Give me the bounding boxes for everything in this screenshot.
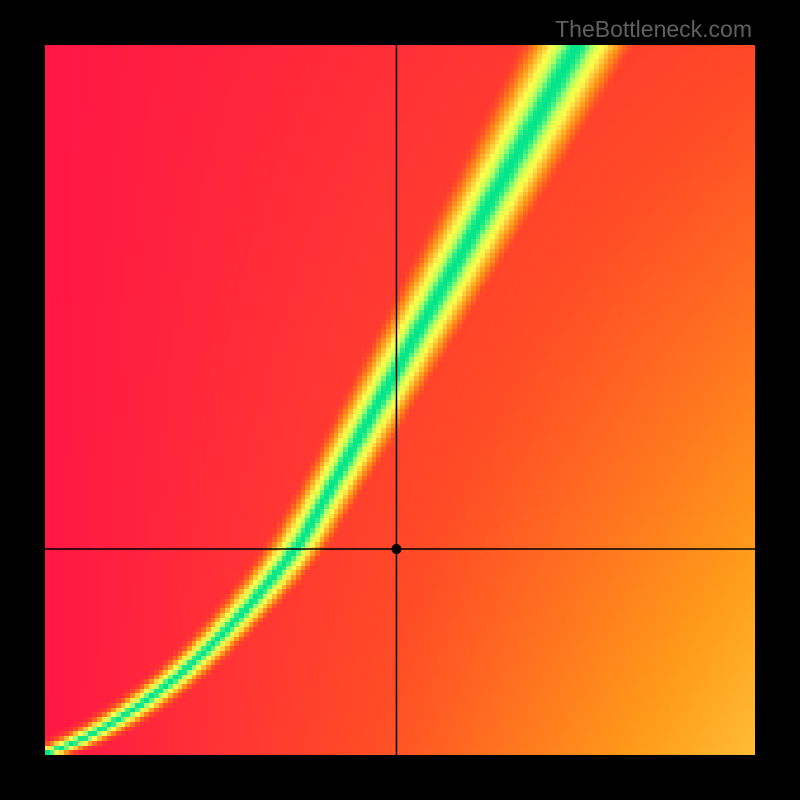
watermark-text: TheBottleneck.com	[555, 16, 752, 43]
bottleneck-heatmap	[45, 45, 755, 755]
chart-container: { "chart": { "type": "heatmap", "image_w…	[0, 0, 800, 800]
